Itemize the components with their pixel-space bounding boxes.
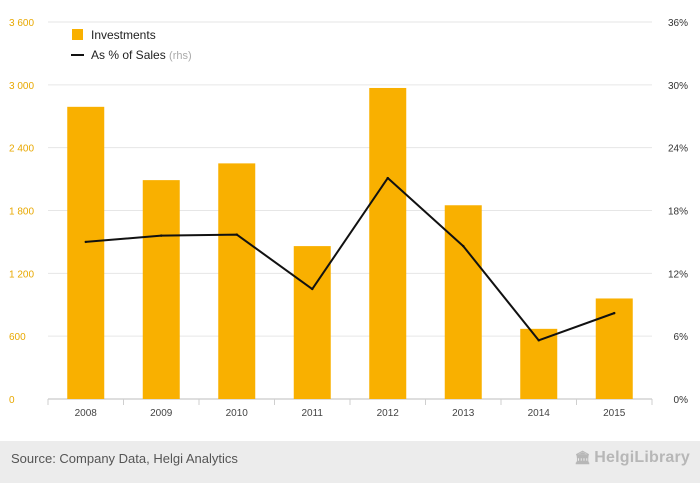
line-point [311,287,314,291]
legend-label-as-pct-of-sales: As % of Sales (rhs) [91,48,192,62]
line-point [160,234,163,237]
bar [67,106,105,399]
x-tick-label: 2015 [603,408,626,419]
x-tick-label: 2008 [75,408,98,419]
legend-label-investments: Investments [91,28,156,42]
line-series-as-pct-of-sales [85,177,615,342]
y-left-tick-label: 600 [9,332,26,343]
bar [444,205,482,399]
y-right-tick-label: 0% [674,395,689,406]
bar [218,163,256,399]
y-left-tick-label: 2 400 [9,144,34,155]
line-point [537,339,540,342]
line-point [613,311,616,315]
x-tick-label: 2009 [150,408,173,419]
building-icon: 🏛 [574,450,592,465]
y-right-tick-label: 18% [668,207,688,218]
y-right-tick-label: 30% [668,81,688,92]
brand-logo: 🏛 HelgiLibrary [575,449,690,467]
bar [369,87,407,399]
x-tick-label: 2011 [301,408,323,419]
y-right-tick-label: 24% [668,144,688,155]
legend-rhs-suffix: (rhs) [169,50,192,62]
y-right-tick-label: 12% [668,269,688,280]
line-point [235,233,238,236]
footer-bar: Source: Company Data, Helgi Analytics 🏛 H… [0,441,700,483]
x-tick-label: 2014 [528,408,551,419]
brand-name: HelgiLibrary [594,449,690,466]
bar [595,298,633,399]
line-point [462,244,465,248]
y-left-tick-label: 3 600 [9,18,34,29]
y-left-tick-label: 0 [9,395,15,406]
line-point [386,176,389,180]
y-left-tick-label: 3 000 [9,81,34,92]
y-left-tick-label: 1 200 [9,269,34,280]
x-tick-label: 2013 [452,408,475,419]
chart-plot: 0 600 1 200 1 800 2 400 3 000 3 600 0% 6% 12% 18% 2… [9,18,689,419]
source-note: Source: Company Data, Helgi Analytics [11,451,238,466]
line-point [84,240,87,244]
x-tick-label: 2012 [377,408,400,419]
y-left-tick-label: 1 800 [9,207,34,218]
x-tick-label: 2010 [226,408,249,419]
y-right-tick-label: 36% [668,18,688,29]
bar [142,180,180,399]
y-right-tick-label: 6% [674,332,689,343]
legend-swatch-investments [72,29,83,40]
